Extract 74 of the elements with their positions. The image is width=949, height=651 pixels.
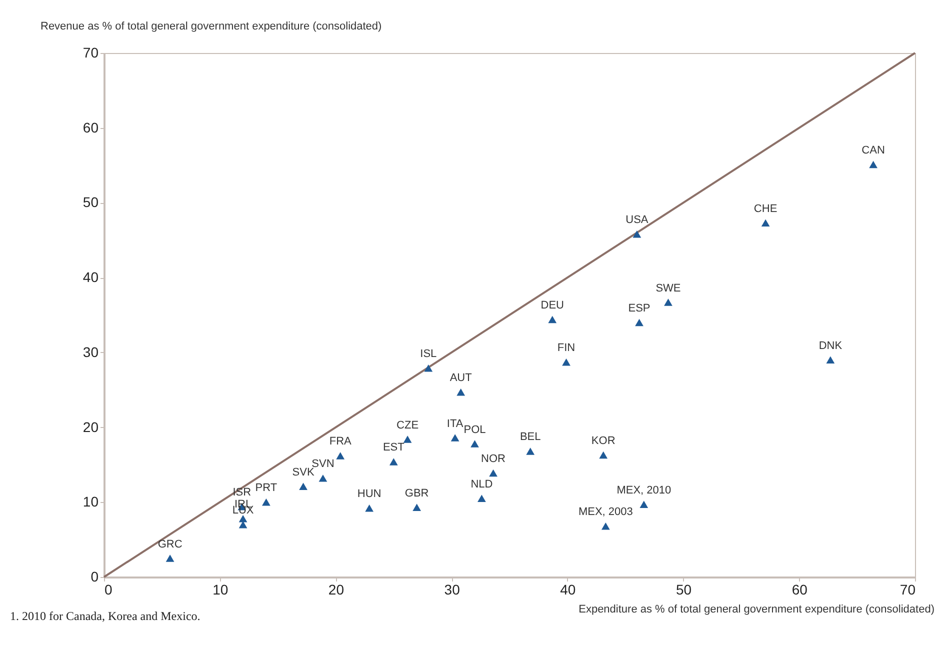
- annotation: MEX, 2010: [616, 484, 672, 496]
- annotation: FRA: [329, 436, 352, 448]
- text: 1. 2010 for Canada, Korea and Mexico.: [10, 609, 200, 623]
- point: [632, 230, 642, 238]
- point: [489, 469, 498, 477]
- annotation: PRT: [255, 482, 278, 494]
- y-tick-label: 10: [82, 494, 99, 510]
- x-tick-label: 30: [444, 582, 460, 598]
- annotation: CZE: [396, 419, 419, 432]
- x-tick-label: 60: [792, 582, 808, 598]
- annotation: FIN: [557, 342, 576, 354]
- x-tick-label: 10: [212, 582, 228, 598]
- annotation: EST: [382, 442, 405, 454]
- x-tick-label: 20: [328, 582, 344, 598]
- point: [640, 500, 648, 508]
- annotation: GRC: [158, 538, 182, 550]
- annotation: ISR: [232, 486, 252, 499]
- y-tick-label: 40: [82, 269, 99, 286]
- y-tick-label: 0: [90, 568, 99, 584]
- point: [389, 458, 398, 466]
- point: [318, 474, 328, 482]
- annotation: USA: [626, 214, 649, 226]
- annotation: LUX: [232, 504, 254, 517]
- x-tick-label: 40: [560, 582, 576, 598]
- point: [424, 364, 433, 372]
- point: [238, 514, 248, 522]
- x-tick-label: 70: [900, 582, 916, 598]
- annotation: ISL: [420, 348, 437, 360]
- annotation: ITA: [446, 418, 464, 430]
- point: [456, 388, 466, 396]
- point: [299, 482, 308, 490]
- point: [562, 358, 570, 366]
- y-tick-label: 30: [82, 344, 99, 360]
- annotation: POL: [464, 424, 486, 436]
- annotation: MEX, 2003: [578, 506, 633, 518]
- point: [548, 316, 557, 324]
- point: [365, 504, 374, 512]
- annotation: DNK: [818, 340, 843, 352]
- point: [412, 504, 421, 512]
- point: [635, 318, 644, 326]
- y-axis-title: Revenue as % of total general government expenditure (consolidated): [40, 20, 382, 32]
- point: [869, 160, 878, 168]
- annotation: AUT: [450, 372, 472, 384]
- annotation: KOR: [591, 434, 616, 447]
- annotation: DEU: [540, 299, 564, 312]
- annotation: NLD: [470, 478, 493, 490]
- annotation: CAN: [862, 144, 885, 157]
- point: [166, 554, 174, 562]
- annotation: GBR: [404, 487, 429, 500]
- x-tick-label: 50: [676, 582, 692, 598]
- point: [403, 436, 412, 443]
- annotation: SWE: [656, 282, 681, 294]
- y-tick-label: 20: [82, 418, 99, 435]
- y-tick-label: 60: [82, 119, 99, 136]
- point: [599, 451, 608, 459]
- annotation: CHE: [754, 202, 778, 215]
- point: [761, 219, 770, 227]
- point: [470, 440, 479, 448]
- annotation: HUN: [357, 488, 382, 500]
- y-tick-label: 70: [82, 44, 99, 60]
- x-tick-label: 0: [104, 582, 112, 598]
- point: [664, 298, 672, 306]
- point: [826, 356, 835, 364]
- y-tick-label: 50: [82, 194, 99, 210]
- annotation: ESP: [628, 302, 650, 314]
- annotation: NOR: [481, 452, 506, 465]
- point: [450, 434, 460, 442]
- point: [526, 448, 535, 455]
- point: [601, 522, 610, 530]
- point: [262, 498, 270, 506]
- point: [336, 452, 345, 460]
- point: [478, 494, 486, 502]
- annotation: BEL: [520, 431, 541, 444]
- x-axis-title: Expenditure as % of total general government expenditure (consolidated): [578, 604, 934, 616]
